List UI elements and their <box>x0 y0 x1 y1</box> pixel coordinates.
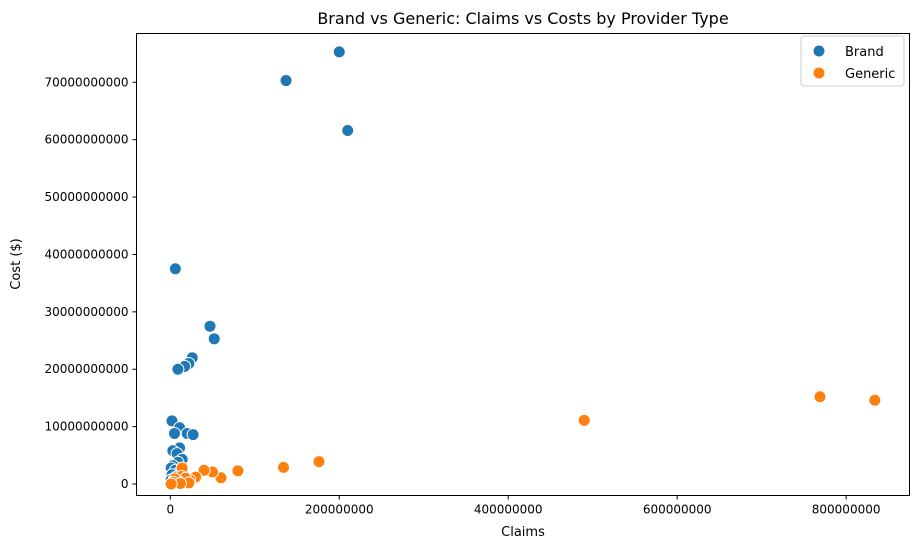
scatter-point <box>231 464 245 478</box>
scatter-point <box>332 45 346 59</box>
scatter-point <box>197 463 211 477</box>
y-axis-label-group: Cost ($) <box>9 238 24 289</box>
legend-label: Generic <box>845 67 895 82</box>
plot-frame <box>136 33 910 496</box>
legend-marker <box>812 44 826 58</box>
y-axis-label: Cost ($) <box>9 238 24 289</box>
scatter-point <box>312 455 326 469</box>
x-tick-label: 600000000 <box>643 503 712 517</box>
scatter-point <box>276 460 290 474</box>
scatter-point <box>168 427 182 441</box>
series-0 <box>164 45 355 490</box>
scatter-point <box>203 319 217 333</box>
scatter-point <box>577 413 591 427</box>
scatter-point <box>164 477 178 491</box>
legend-entries: Brand Generic <box>812 44 895 82</box>
y-tick-label: 20000000000 <box>45 362 129 376</box>
x-tick-label: 0 <box>166 503 174 517</box>
y-tick-label: 50000000000 <box>45 190 129 204</box>
y-tick-label: 60000000000 <box>45 133 129 147</box>
legend-marker <box>812 66 826 80</box>
scatter-point <box>186 428 200 442</box>
scatter-point <box>813 390 827 404</box>
y-tick-label: 40000000000 <box>45 247 129 261</box>
legend-label: Brand <box>845 45 884 60</box>
y-tick-label: 10000000000 <box>45 420 129 434</box>
scatter-point <box>207 332 221 346</box>
scatter-point <box>868 393 882 407</box>
series-1 <box>164 390 882 491</box>
x-axis-label: Claims <box>501 525 545 540</box>
legend-box <box>800 35 905 87</box>
scatter-point <box>341 123 355 137</box>
y-tick-label: 70000000000 <box>45 75 129 89</box>
chart-title: Brand vs Generic: Claims vs Costs by Pro… <box>317 9 728 28</box>
y-tick-label: 0 <box>121 477 129 491</box>
scatter-point <box>279 74 293 88</box>
scatter-point <box>168 262 182 276</box>
points-layer <box>164 45 882 491</box>
scatter-point <box>171 362 185 376</box>
x-tick-label: 400000000 <box>474 503 543 517</box>
y-tick-label: 30000000000 <box>45 305 129 319</box>
legend: Brand Generic <box>800 35 905 87</box>
x-tick-label: 800000000 <box>812 503 881 517</box>
ticks-layer: 0 200000000 400000000 600000000 800000000 0 10… <box>45 75 881 516</box>
x-tick-label: 200000000 <box>305 503 374 517</box>
